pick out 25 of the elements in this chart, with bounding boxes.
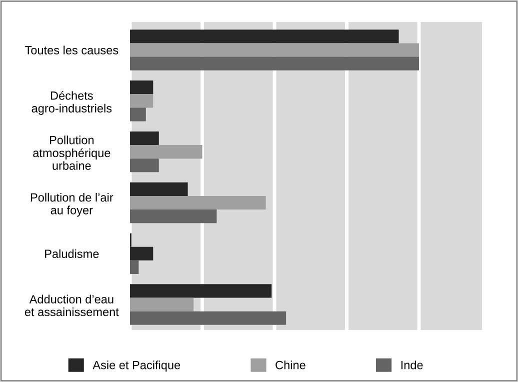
bar [130,182,188,196]
bar [130,80,154,94]
bar [130,210,217,224]
y-tick-label: Pollution de l’air au foyer [30,192,114,217]
bar [130,284,272,298]
y-tick-label: Pollution atmosphérique urbaine [33,136,110,170]
y-tick-label: Adduction d’eau et assainissement [24,294,119,316]
y-tick-label: Paludisme [45,249,99,258]
bar [130,43,419,57]
bar [130,131,159,146]
legend-label: Inde [401,360,423,370]
bar [130,145,202,159]
bar [130,158,159,172]
bar [130,298,194,312]
y-tick-label: Déchets agro-industriels [32,90,112,115]
bar [130,196,266,210]
bar [130,260,139,274]
bar [130,94,154,108]
bar [130,30,399,44]
bar [130,311,286,325]
y-tick-label: Toutes les causes [25,46,118,54]
legend-label: Chine [276,360,306,370]
bar [130,108,146,122]
bar [130,56,419,70]
legend-label: Asie et Pacifique [92,360,180,372]
